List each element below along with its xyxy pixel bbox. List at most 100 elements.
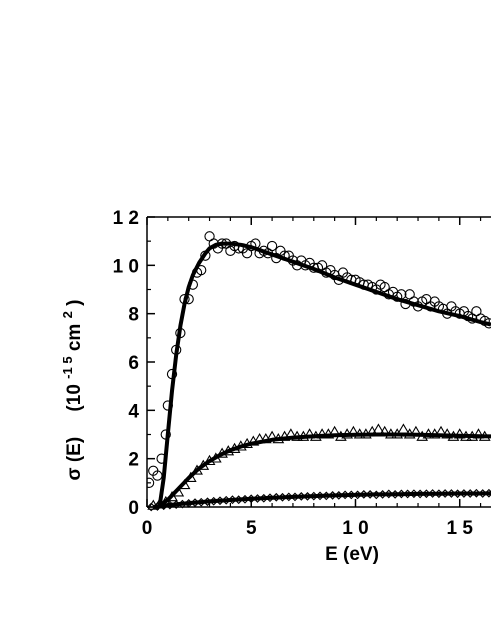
- y-axis-unit-mid: cm: [64, 324, 85, 351]
- circle-point: [200, 250, 211, 261]
- circle-point: [171, 344, 182, 356]
- triangle-point: [460, 430, 472, 441]
- diamond-point: [315, 491, 325, 501]
- circle-point: [166, 368, 178, 380]
- triangle-point: [316, 428, 329, 439]
- y-tick-label: 8: [128, 305, 139, 326]
- diamond-point: [290, 492, 300, 502]
- diamond-point: [328, 491, 337, 500]
- diamond-point: [234, 495, 244, 505]
- triangle-point: [453, 428, 466, 439]
- circle-point: [183, 294, 194, 305]
- diamond-point: [484, 488, 491, 498]
- diamond-point: [422, 489, 431, 499]
- diamond-point: [384, 489, 394, 499]
- triangle-point: [378, 425, 391, 437]
- x-tick-label: 5: [246, 518, 257, 539]
- circle-point: [216, 238, 228, 249]
- circle-point: [250, 238, 261, 249]
- y-axis-unit-suffix: ): [64, 300, 85, 306]
- diamond-point: [303, 492, 312, 501]
- triangle-point: [184, 471, 197, 482]
- circle-point: [396, 289, 407, 300]
- diamond-point: [403, 489, 412, 499]
- y-tick-label: 2: [128, 450, 139, 471]
- triangle-point: [291, 430, 303, 441]
- circle-point: [175, 327, 186, 339]
- diamond-point: [434, 489, 444, 499]
- y-axis-unit-prefix: (10: [64, 384, 85, 411]
- diamond-point: [321, 491, 331, 501]
- x-axis-label: E (eV): [325, 544, 379, 565]
- diamond-point: [284, 492, 294, 502]
- circle-point: [279, 250, 290, 261]
- triangle-point: [410, 425, 422, 437]
- fit-curve-1: [157, 241, 491, 508]
- triangle-point: [353, 428, 366, 439]
- diamond-point: [440, 489, 450, 498]
- triangle-point: [397, 423, 410, 434]
- diamond-point: [415, 489, 425, 499]
- triangle-point: [266, 430, 278, 441]
- diamond-point: [453, 489, 462, 499]
- triangle-point: [385, 428, 397, 439]
- diamond-point: [428, 489, 437, 498]
- diamond-point: [296, 492, 306, 501]
- diamond-point: [221, 495, 231, 505]
- diamond-point: [390, 490, 400, 499]
- triangle-point: [441, 428, 454, 439]
- y-tick-label: 0: [128, 498, 139, 519]
- triangle-point: [435, 425, 447, 437]
- circle-point: [187, 279, 199, 290]
- triangle-point: [172, 486, 185, 497]
- diamond-point: [228, 495, 237, 505]
- circle-point: [160, 429, 171, 440]
- diamond-point: [378, 490, 387, 499]
- diamond-point: [259, 493, 269, 503]
- circle-point: [152, 470, 163, 481]
- circle-point: [179, 294, 190, 305]
- fit-curve-2: [156, 432, 491, 509]
- x-tick-label: 1 5: [447, 518, 474, 539]
- diamond-point: [253, 494, 262, 503]
- triangle-point: [178, 479, 191, 490]
- diamond-point: [397, 489, 406, 499]
- y-tick-label: 1 2: [113, 208, 139, 229]
- triangle-point: [472, 428, 485, 439]
- diamond-point: [371, 490, 381, 500]
- diamond-point: [365, 490, 375, 499]
- diamond-point: [278, 492, 287, 502]
- diamond-point: [271, 492, 281, 502]
- diamond-point: [153, 502, 162, 511]
- y-axis-symbol: σ (E): [64, 437, 85, 481]
- triangle-point: [422, 428, 435, 439]
- diamond-point: [147, 502, 156, 512]
- plot-area: [147, 231, 491, 512]
- tick-labels: 0 2 4 6 8 1 0 1 2 0 5 1 0 1 5: [113, 208, 474, 539]
- diamond-point: [346, 490, 356, 500]
- diamond-point: [203, 497, 212, 507]
- diamond-point: [459, 489, 469, 498]
- circle-point: [266, 240, 278, 252]
- diamond-point: [265, 493, 275, 503]
- y-tick-label: 4: [128, 401, 139, 422]
- diamond-point: [209, 496, 219, 506]
- triangle-point: [391, 428, 404, 439]
- circle-point: [196, 265, 207, 276]
- diamond-point: [353, 490, 362, 500]
- triangle-point: [347, 425, 360, 437]
- y-tick-label: 6: [128, 353, 139, 374]
- x-tick-label: 1 0: [342, 518, 368, 539]
- diamond-point: [215, 496, 225, 506]
- diamond-point: [334, 491, 344, 500]
- diamond-point: [309, 491, 319, 501]
- diamond-point: [447, 489, 456, 498]
- diamond-point: [340, 490, 350, 500]
- triangle-point: [191, 464, 203, 475]
- circle-point: [233, 243, 244, 254]
- x-tick-label: 0: [142, 518, 153, 539]
- diamond-point: [472, 488, 481, 498]
- diamond-point: [478, 489, 488, 498]
- triangle-point: [253, 432, 266, 444]
